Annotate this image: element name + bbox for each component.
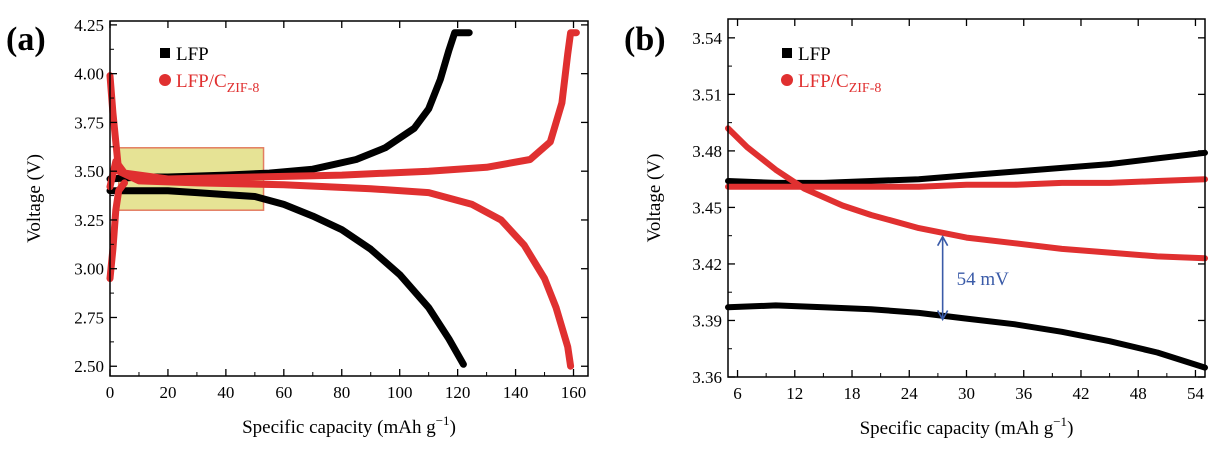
series-lfp-curve-1 bbox=[106, 187, 467, 368]
x-tick-label: 6 bbox=[733, 384, 742, 403]
x-tick-label: 36 bbox=[1015, 384, 1032, 403]
x-tick-label: 20 bbox=[159, 383, 176, 402]
y-tick-label: 2.50 bbox=[74, 357, 104, 376]
x-tick-label: 42 bbox=[1072, 384, 1089, 403]
legend-label: LFP bbox=[798, 44, 831, 65]
y-tick-label: 3.54 bbox=[692, 29, 722, 48]
legend-marker-circle bbox=[781, 74, 793, 86]
legend-marker-square bbox=[782, 48, 792, 58]
annotation-arrow-head-bottom bbox=[936, 310, 949, 322]
x-tick-label: 160 bbox=[561, 383, 587, 402]
legend-marker-circle bbox=[159, 74, 171, 86]
y-tick-label: 2.75 bbox=[74, 308, 104, 327]
x-axis-title: Specific capacity (mAh g−1) bbox=[242, 413, 456, 438]
series-lfp-c-curve-1 bbox=[725, 125, 1208, 262]
y-tick-label: 3.51 bbox=[692, 85, 722, 104]
x-tick-label: 24 bbox=[901, 384, 919, 403]
panel-label: (b) bbox=[624, 21, 666, 58]
y-tick-label: 3.39 bbox=[692, 311, 722, 330]
legend-label: LFP/CZIF-8 bbox=[798, 71, 881, 96]
series-lfp-curve-0 bbox=[725, 149, 1208, 186]
legend-label: LFP/CZIF-8 bbox=[176, 71, 259, 96]
series-lfp-c-curve-0 bbox=[725, 176, 1208, 190]
y-tick-label: 4.25 bbox=[74, 16, 104, 35]
axes-frame bbox=[109, 20, 589, 377]
x-tick-label: 100 bbox=[387, 383, 413, 402]
x-tick-label: 140 bbox=[503, 383, 529, 402]
panel-a: 0 20 40 60 80 100 120 140 160 2.50 2.75 3.00 3.25 3.5… bbox=[6, 16, 589, 438]
annotation-label: 54 mV bbox=[957, 269, 1010, 290]
x-tick-label: 54 bbox=[1187, 384, 1205, 403]
y-tick-label: 3.75 bbox=[74, 113, 104, 132]
series-lfp-curve-1 bbox=[725, 302, 1208, 371]
legend-label: LFP bbox=[176, 44, 209, 65]
y-tick-label: 3.48 bbox=[692, 142, 722, 161]
x-tick-label: 18 bbox=[844, 384, 861, 403]
x-tick-label: 120 bbox=[445, 383, 471, 402]
y-axis-title: Voltage (V) bbox=[644, 154, 665, 243]
x-tick-label: 40 bbox=[217, 383, 234, 402]
x-tick-label: 30 bbox=[958, 384, 975, 403]
x-tick-label: 0 bbox=[106, 383, 115, 402]
y-axis-title: Voltage (V) bbox=[24, 154, 45, 243]
x-tick-label: 80 bbox=[333, 383, 350, 402]
x-tick-label: 60 bbox=[275, 383, 292, 402]
x-axis-title: Specific capacity (mAh g−1) bbox=[860, 414, 1074, 439]
y-tick-label: 4.00 bbox=[74, 65, 104, 84]
panel-label: (a) bbox=[6, 21, 46, 58]
x-tick-label: 48 bbox=[1130, 384, 1147, 403]
y-tick-label: 3.25 bbox=[74, 211, 104, 230]
y-tick-label: 3.00 bbox=[74, 260, 104, 279]
annotation-arrow-head-top bbox=[936, 235, 949, 247]
y-tick-label: 3.36 bbox=[692, 368, 722, 387]
legend-marker-square bbox=[160, 48, 170, 58]
series-lfp-c-curve-1 bbox=[106, 72, 575, 370]
y-tick-label: 3.50 bbox=[74, 162, 104, 181]
y-tick-label: 3.45 bbox=[692, 198, 722, 217]
x-tick-label: 12 bbox=[786, 384, 803, 403]
y-tick-label: 3.42 bbox=[692, 255, 722, 274]
panel-b: 54 mV 6 12 18 24 30 36 42 48 54 3.36 3.39 3.42 3.45 3.… bbox=[624, 18, 1208, 439]
series-lfp-c-curve-2 bbox=[106, 179, 128, 282]
